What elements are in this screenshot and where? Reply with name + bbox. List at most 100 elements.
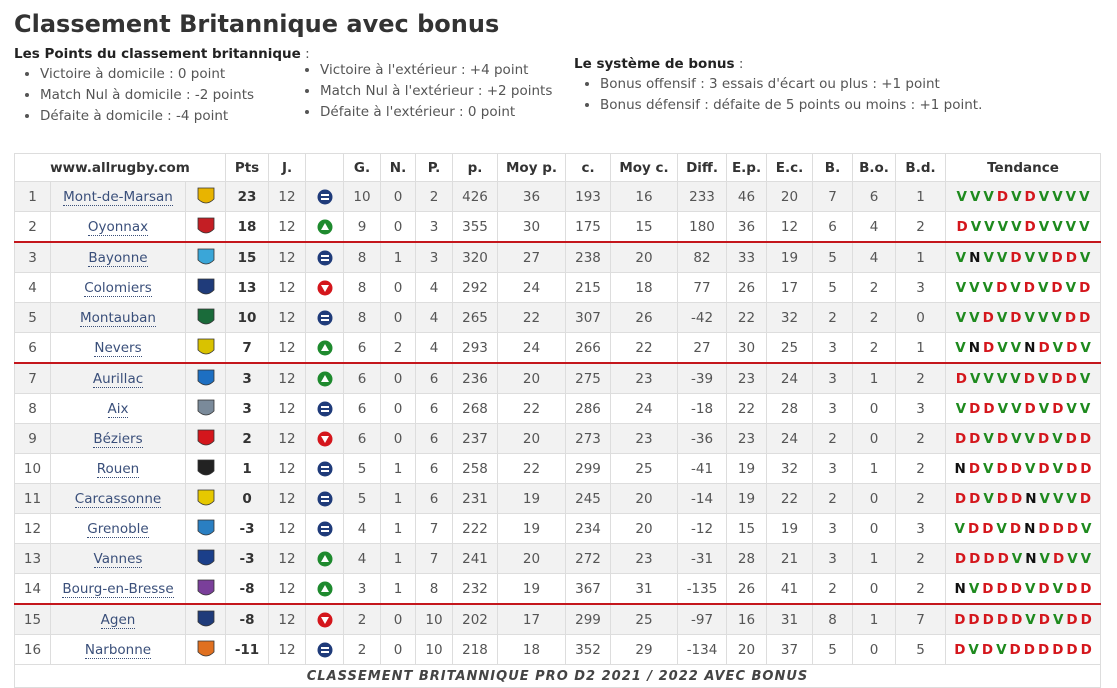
team-name[interactable]: Narbonne	[84, 641, 152, 659]
team-name[interactable]: Vannes	[93, 550, 143, 568]
table-row: 10 Rouen 1 12 5 1 6 258 22 299 25 -41 19 32 3 1 2 N D V D D V D…	[14, 453, 1102, 484]
stat-pp: 355	[452, 211, 499, 243]
team-logo	[197, 549, 214, 565]
rank: 2	[14, 211, 51, 243]
bonus-heading: Le système de bonus :	[574, 56, 1094, 72]
trend-result: V	[1038, 188, 1050, 205]
trend-result: D	[954, 611, 966, 628]
trend-result: D	[1051, 249, 1063, 266]
stat-bd: 2	[895, 483, 947, 514]
stat-c: 245	[565, 483, 612, 514]
logo-cell	[184, 332, 227, 364]
team-name[interactable]: Bourg-en-Bresse	[62, 580, 174, 598]
stat-ep: 15	[726, 513, 768, 544]
team-logo	[197, 579, 214, 595]
stat-pts: 15	[225, 241, 270, 273]
movement-icon	[317, 401, 333, 416]
stat-pp: 202	[452, 603, 499, 635]
team-name[interactable]: Oyonnax	[87, 218, 149, 236]
trend-result: D	[996, 460, 1008, 477]
movement-icon	[317, 250, 333, 265]
trend-result: D	[1066, 641, 1078, 658]
movement-cell	[305, 543, 345, 574]
logo-cell	[184, 302, 227, 333]
stat-bd: 5	[895, 634, 947, 665]
team-name[interactable]: Bayonne	[88, 249, 148, 267]
team-name[interactable]: Aurillac	[92, 370, 144, 388]
movement-icon	[317, 581, 333, 596]
trend-result: D	[1010, 309, 1022, 326]
stat-bo: 4	[852, 211, 897, 243]
table-row: 9 Béziers 2 12 6 0 6 237 20 273 23 -36 23 24 2 0 2 D D V D V V…	[14, 423, 1102, 454]
stat-pp: 231	[452, 483, 499, 514]
footer-row: CLASSEMENT BRITANNIQUE PRO D2 2021 / 202…	[13, 664, 1102, 688]
stat-j: 12	[268, 634, 307, 665]
trend-result: V	[1079, 400, 1091, 417]
list-item: Victoire à domicile : 0 point	[40, 64, 294, 85]
movement-cell	[305, 332, 345, 364]
trend-result: V	[996, 249, 1008, 266]
team-logo	[197, 278, 214, 294]
team-name[interactable]: Carcassonne	[74, 490, 162, 508]
team-name[interactable]: Colomiers	[84, 279, 152, 297]
stat-moyp: 20	[497, 362, 567, 394]
team-name[interactable]: Montauban	[80, 309, 156, 327]
trend-result: D	[1038, 520, 1050, 537]
trend-result: D	[982, 611, 994, 628]
rank: 1	[14, 181, 51, 212]
column-header: c.	[565, 153, 612, 182]
trend-result: V	[1052, 188, 1063, 205]
team-cell: Grenoble	[50, 513, 186, 544]
team-name[interactable]: Nevers	[94, 339, 142, 357]
trend-result: D	[983, 550, 995, 567]
team-name[interactable]: Mont-de-Marsan	[63, 188, 173, 206]
stat-n: 1	[380, 573, 417, 605]
team-name[interactable]: Rouen	[96, 460, 140, 478]
stat-bd: 3	[895, 272, 947, 303]
trend-result: V	[1011, 400, 1022, 417]
stat-ep: 20	[726, 634, 768, 665]
movement-cell	[305, 634, 345, 665]
rank: 13	[14, 543, 51, 574]
team-logo	[197, 519, 214, 535]
team-logo	[197, 399, 214, 415]
trend-result: V	[955, 279, 967, 296]
rank: 11	[14, 483, 51, 514]
trend-result: V	[970, 218, 982, 235]
rank: 7	[14, 362, 51, 394]
logo-cell	[184, 181, 227, 212]
stat-moyc: 16	[610, 181, 679, 212]
team-cell: Mont-de-Marsan	[50, 181, 186, 212]
trend-result: D	[1037, 641, 1050, 658]
rank: 16	[14, 634, 51, 665]
team-name[interactable]: Agen	[100, 611, 136, 629]
stat-c: 307	[565, 302, 612, 333]
trend-result: V	[982, 279, 994, 296]
team-name[interactable]: Béziers	[93, 430, 143, 448]
stat-b: 6	[812, 211, 854, 243]
trend-result: V	[969, 188, 981, 205]
table-row: 11 Carcassonne 0 12 5 1 6 231 19 245 20 -14 19 22 2 0 2 D…	[14, 483, 1102, 514]
stat-pp: 232	[452, 573, 499, 605]
team-cell: Agen	[50, 603, 186, 635]
team-name[interactable]: Aix	[107, 400, 129, 418]
stat-diff: -14	[677, 483, 728, 514]
rank: 8	[14, 393, 51, 424]
trend-result: D	[954, 430, 967, 447]
trend-result: V	[1037, 309, 1049, 326]
trend-result: D	[1010, 249, 1022, 266]
table-row: 3 Bayonne 15 12 8 1 3 320 27 238 20 82 33 19 5 4 1 V N V V D V…	[14, 241, 1102, 273]
trend-result: V	[1010, 370, 1021, 387]
stat-n: 2	[380, 332, 417, 364]
table-row: 14 Bourg-en-Bresse -8 12 3 1 8 232 19 367 31 -135 26…	[14, 573, 1102, 605]
team-name[interactable]: Grenoble	[87, 520, 149, 538]
stat-b: 3	[812, 393, 854, 424]
stat-c: 234	[565, 513, 612, 544]
stat-n: 0	[380, 362, 417, 394]
trend-result: V	[996, 520, 1007, 537]
